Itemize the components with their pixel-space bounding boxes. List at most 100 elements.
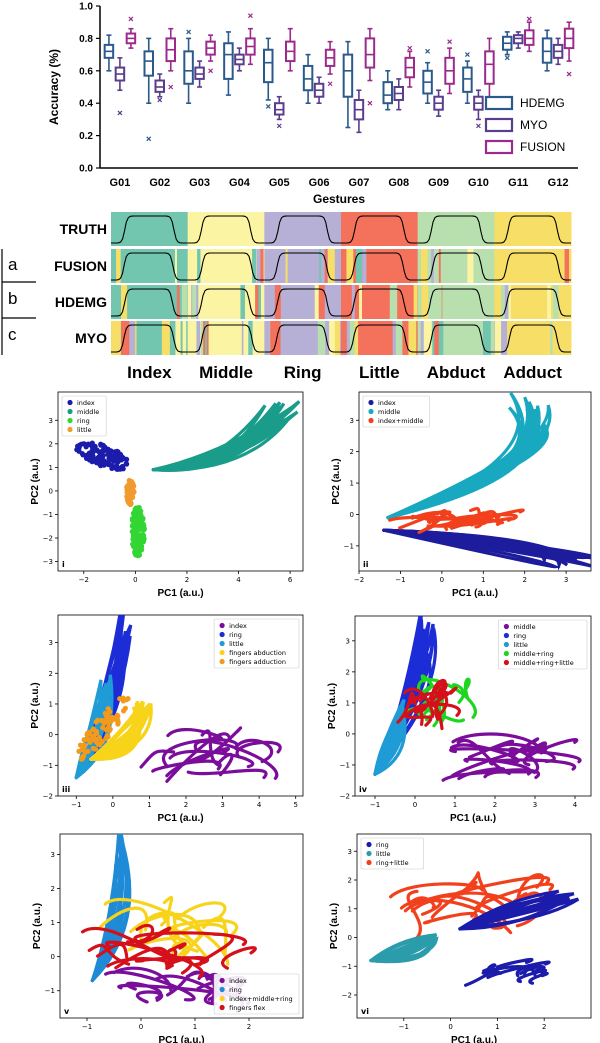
box-fusion-g07 [364,27,376,106]
trajectory-index-middle [444,513,501,531]
y-tick-label: 2 [348,877,352,885]
legend-label-myo: MYO [520,118,547,132]
strip-row-hdemg: HDEMG [55,285,572,319]
box-hdemg-g04 [223,31,234,96]
trajectory-ring [519,964,546,976]
box-fusion-g01 [125,16,137,49]
misclass-stripe [479,321,485,355]
data-point-index [118,465,124,471]
x-tick-label: 0 [133,576,137,584]
data-point-index [86,442,92,448]
x-tick-label: 2 [247,1023,251,1031]
legend-label-ring: ring [376,841,389,849]
box-hdemg-g10 [462,52,473,104]
y-tick-label: 1 [350,480,354,488]
x-tick-label: 0 [139,1023,143,1031]
legend-swatch-fusion [484,139,514,155]
trajectory-index [162,738,239,769]
strip-row-truth: TRUTH [60,212,572,246]
gesture-label: G04 [229,177,251,189]
gesture-label: G02 [149,177,170,189]
pca-panel-ii: −2 −1 0 1 2 3 −1 0 1 2 3 PC1 (a.u.) PC2 (a.u.) ii inde… [331,391,592,599]
misclass-stripe [498,249,504,283]
y-tick-label: 0.2 [79,131,93,142]
panel-tag: iii [62,785,70,794]
legend-label-index: index [378,399,396,407]
trajectory-fingers-flex [81,926,168,959]
gesture-label: G11 [508,177,528,189]
box-myo-g04 [234,47,245,72]
box-fusion-g05 [285,27,296,72]
legend-label-index-middle: index+middle [378,417,423,425]
panel-tag: vi [361,1007,369,1016]
legend-label-ring: ring [229,631,242,639]
misclass-stripe [176,285,180,319]
legend-label-little: little [229,640,244,648]
activation-trace [187,252,265,281]
y-tick-label: −1 [340,761,350,769]
data-point-fingers-adduction [123,697,130,703]
outlier-marker [425,48,431,54]
trajectory-ring-little [389,882,484,899]
trajectory-index [112,966,173,992]
legend-marker-index-middle [368,417,374,424]
misclass-stripe [357,249,363,283]
data-point-index [98,458,104,464]
box-fusion-g06 [324,40,336,87]
misclass-stripe [432,321,435,355]
y-tick-label: 0 [51,953,55,961]
data-point-ring [136,527,142,533]
trajectory-index-middle-ring [98,906,149,932]
y-tick-label: 2 [350,448,354,456]
misclass-stripe [508,285,511,319]
data-point-ring [132,511,138,517]
y-tick-label: 0 [49,487,53,495]
box-hdemg-g01 [103,34,115,72]
activation-trace [111,252,188,281]
side-label-b: b [8,289,17,308]
data-point-index [113,465,119,471]
classification-strips-panel: TRUTH FUSION HDEMG MYO Index Middle Ring Little… [1,212,572,382]
box-myo-g03 [194,60,205,88]
data-point-index [108,448,114,454]
x-tick-label: 6 [288,576,293,584]
outlier-marker [168,84,174,90]
legend-marker-middle-ring-little [503,659,509,666]
strip-row-label: HDEMG [55,294,107,310]
trajectory-index [382,528,561,569]
data-point-fingers-adduction [99,738,105,745]
legend-label-little: little [513,641,528,649]
trajectory-ring-little [516,873,545,899]
box-hdemg-g07 [342,40,354,129]
activation-trace [111,324,188,353]
panel-tag: v [64,1007,70,1016]
gesture-label: G06 [309,177,330,189]
pca-panel-vi: −1 0 1 2 −2 −1 0 1 2 3 PC1 (a.u.) PC2 (a.u.) vi ringl… [329,833,592,1043]
trajectory-index [166,970,213,997]
box-iqr [524,29,535,46]
misclass-stripe [346,321,350,355]
y-axis-label: PC2 (a.u.) [329,903,340,949]
box-fusion-g08 [404,45,415,88]
x-tick-label: 2 [184,801,188,809]
misclass-stripe [408,321,417,355]
data-point-fingers-adduction [86,736,92,743]
y-tick-label: 3 [350,417,354,425]
box-hdemg-g06 [302,53,314,104]
outlier-marker [208,68,214,74]
trajectory-ring [458,898,560,931]
y-tick-label: 1 [49,464,53,472]
box-hdemg-g11 [502,31,513,61]
legend-label-little: little [376,850,391,858]
trajectories [382,392,591,571]
legend-marker-little [503,641,509,648]
x-tick-label: 1 [147,801,151,809]
y-tick-label: 3 [51,851,55,859]
trajectory-ring-little [430,880,478,919]
misclass-stripe [495,321,502,355]
x-tick-label: 4 [573,801,578,809]
misclass-stripe [394,249,402,283]
box-iqr [154,79,165,93]
trajectory-index-middle [469,507,495,522]
misclass-stripe [334,321,340,355]
